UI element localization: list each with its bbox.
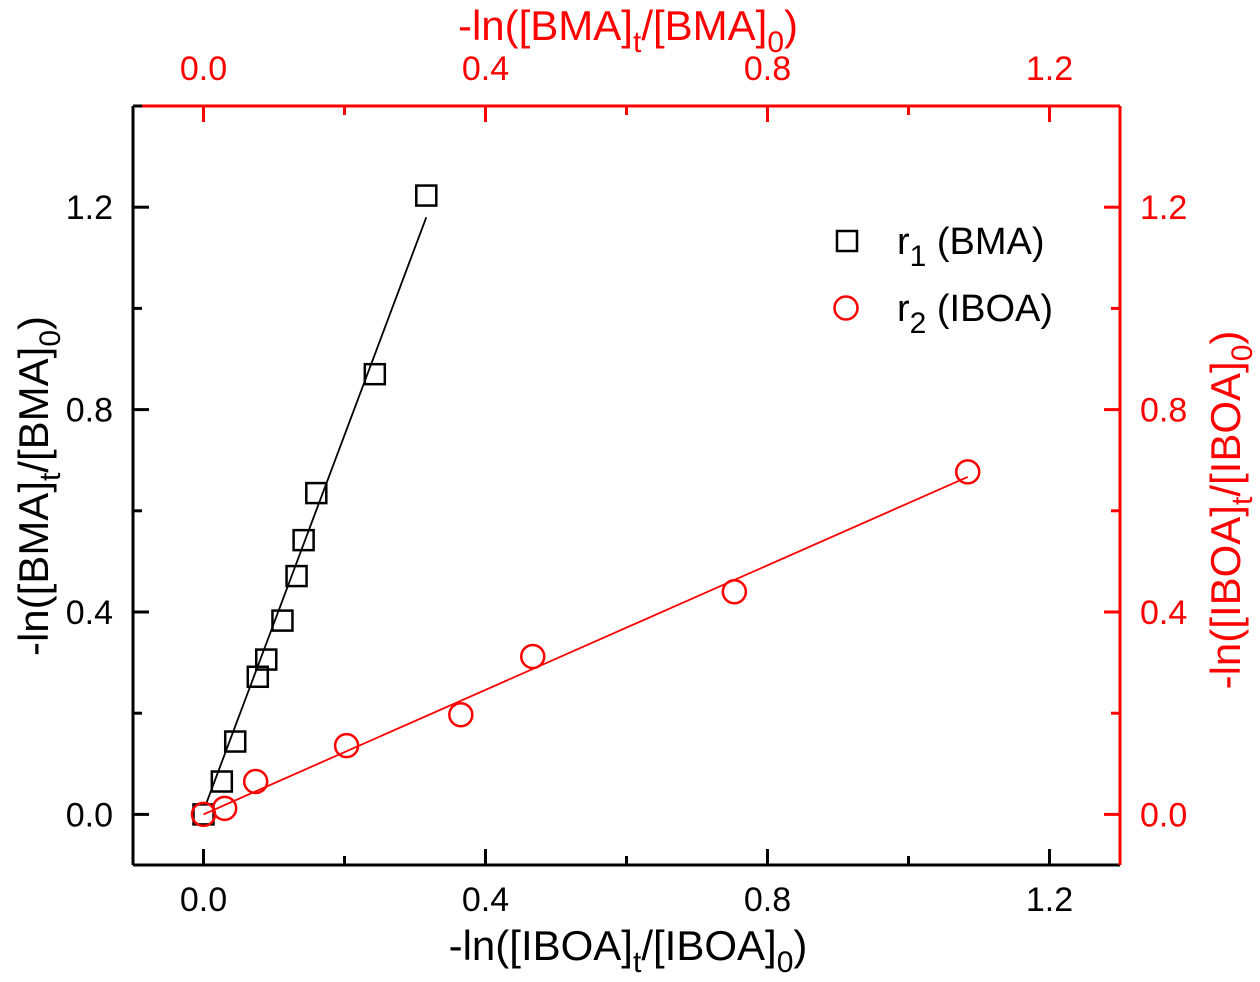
left-tick-label: 0.8: [66, 392, 113, 430]
left-axis-title: -ln([BMA]t/[BMA]0): [10, 316, 67, 656]
data-point-square: [254, 648, 278, 671]
top-tick-label: 0.0: [180, 50, 227, 88]
data-point-square: [223, 730, 247, 753]
top-tick-label: 1.2: [1026, 50, 1073, 88]
axis-title-text: /[IBOA]: [1202, 361, 1249, 496]
right-tick-label: 0.8: [1140, 392, 1187, 430]
left-tick-label: 0.0: [66, 796, 113, 834]
data-point-circle: [448, 701, 474, 728]
legend-label-subscript: 2: [910, 307, 927, 340]
legend-label-text: r: [897, 221, 910, 263]
axis-title-text: /[IBOA]: [641, 922, 776, 969]
axis-title-text: ): [793, 922, 807, 969]
axis-title-text: /[BMA]: [10, 347, 57, 473]
data-point-square: [292, 528, 315, 552]
data-point-circle: [333, 732, 360, 759]
axis-title-text: -ln([IBOA]: [449, 922, 633, 969]
legend-square-icon: [835, 229, 859, 253]
axis-title-subscript: t: [633, 946, 642, 979]
bottom-axis-title: -ln([IBOA]t/[IBOA]0): [449, 922, 808, 979]
axis-title-subscript: 0: [34, 330, 67, 347]
axis-title-text: ): [10, 316, 57, 330]
axis-title-text: ): [784, 2, 798, 49]
legend-circle-icon: [833, 295, 859, 321]
legend-label-text: (IBOA): [926, 288, 1053, 330]
data-point-square: [271, 609, 294, 632]
data-point-circle: [519, 643, 546, 670]
data-point-square: [415, 184, 438, 207]
right-tick-label: 1.2: [1140, 189, 1187, 227]
data-point-circle: [211, 795, 238, 822]
data-point-square: [305, 481, 328, 505]
data-point-circle: [954, 459, 981, 485]
data-point-square: [210, 770, 234, 793]
legend-label: r1 (BMA): [897, 221, 1045, 273]
bottom-tick-label: 1.2: [1026, 881, 1073, 919]
axis-title-text: /[BMA]: [641, 2, 767, 49]
legend-label-text: (BMA): [926, 221, 1044, 263]
data-point-circle: [721, 579, 748, 605]
legend-label-text: r: [897, 288, 910, 330]
top-axis-title: -ln([BMA]t/[BMA]0): [458, 2, 798, 59]
right-axis-title: -ln([IBOA]t/[IBOA]0): [1202, 331, 1259, 690]
right-tick-label: 0.4: [1140, 594, 1187, 632]
fit-line-1: [205, 217, 428, 804]
left-tick-label: 0.4: [66, 594, 113, 632]
bottom-tick-label: 0.4: [462, 881, 509, 919]
bottom-tick-label: 0.8: [744, 881, 791, 919]
axis-title-subscript: t: [1226, 496, 1259, 505]
axis-title-subscript: 0: [767, 26, 784, 59]
data-point-square: [285, 564, 308, 588]
top-tick-label: 0.8: [744, 50, 791, 88]
axis-title-subscript: t: [633, 26, 642, 59]
axis-title-text: -ln([IBOA]: [1202, 505, 1249, 689]
left-tick-label: 1.2: [66, 189, 113, 227]
data-point-circle: [242, 768, 269, 795]
data-point-square: [363, 362, 387, 386]
legend-label: r2 (IBOA): [897, 288, 1053, 340]
top-tick-label: 0.4: [462, 50, 509, 88]
axis-title-subscript: 0: [777, 946, 794, 979]
fit-line-2: [203, 476, 969, 816]
axis-title-text: -ln([BMA]: [10, 481, 57, 656]
bottom-tick-label: 0.0: [180, 881, 227, 919]
right-tick-label: 0.0: [1140, 796, 1187, 834]
axis-title-subscript: t: [34, 472, 67, 481]
legend-label-subscript: 1: [910, 240, 927, 273]
axis-title-text: ): [1202, 331, 1249, 345]
axis-title-text: -ln([BMA]: [458, 2, 633, 49]
data-point-square: [246, 665, 270, 689]
axis-title-subscript: 0: [1226, 345, 1259, 362]
